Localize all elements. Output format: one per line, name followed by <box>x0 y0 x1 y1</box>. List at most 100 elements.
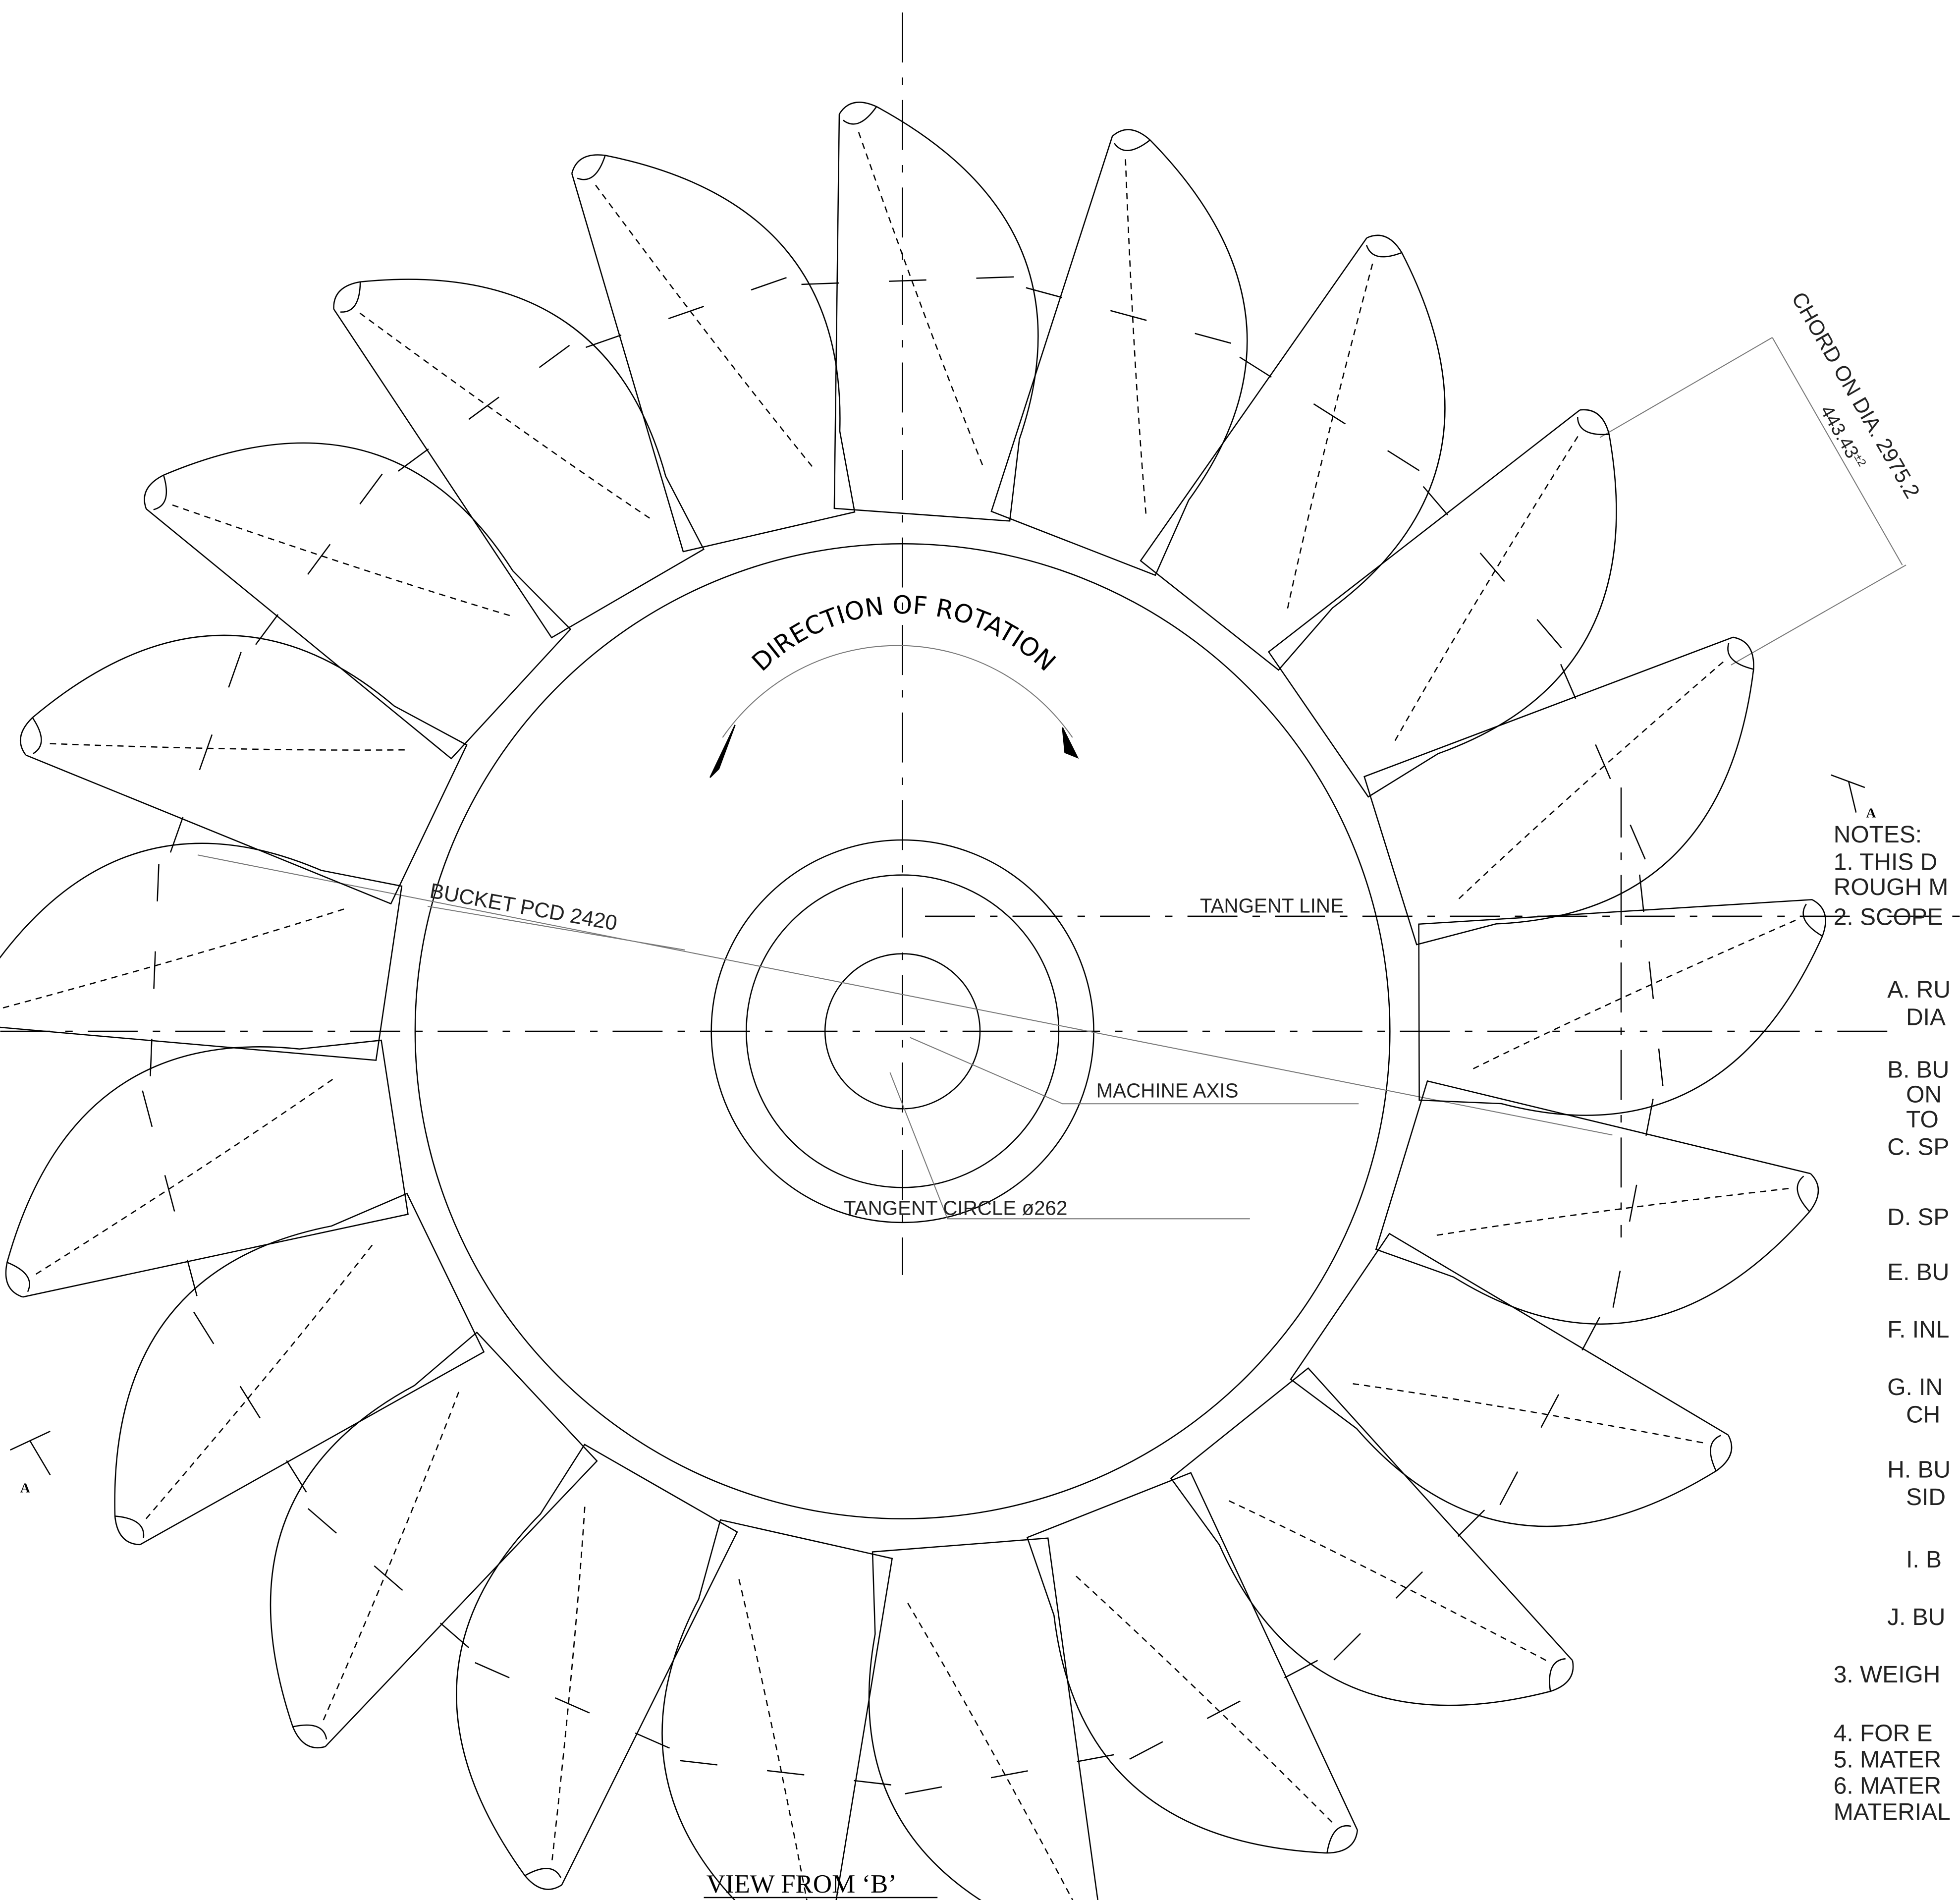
bucket-outline <box>1026 1472 1359 1854</box>
section-mark: A <box>1866 806 1876 821</box>
flange-inner <box>746 874 1060 1188</box>
bore <box>824 953 981 1110</box>
bucket-axis <box>1107 1660 1318 1772</box>
note-line: 6. MATER <box>1834 1773 1941 1799</box>
rotation-arrow <box>1062 727 1079 759</box>
bucket-cup <box>1577 417 1609 436</box>
note-line: ON <box>1906 1082 1942 1108</box>
bucket-ridge <box>1352 1383 1703 1444</box>
bucket-axis <box>801 275 1039 285</box>
bucket-outline <box>1418 899 1826 1116</box>
bucket-axis <box>452 1652 670 1749</box>
bucket-cup <box>1114 139 1151 151</box>
note-line: J. BU <box>1887 1604 1945 1630</box>
bucket-ridge <box>1228 1500 1546 1661</box>
tangent-circle-label: TANGENT CIRCLE ø262 <box>844 1197 1067 1220</box>
bucket-axis <box>586 269 811 348</box>
hub-circle <box>414 543 1391 1519</box>
bucket-ridge <box>1394 436 1579 742</box>
note-line: DIA <box>1906 1004 1946 1030</box>
note-line: MATERIAL <box>1834 1799 1951 1826</box>
chord-dim <box>1772 337 1903 565</box>
bucket-cup <box>1326 1825 1352 1853</box>
machine-axis-label: MACHINE AXIS <box>1096 1079 1239 1102</box>
tangent-line-label: TANGENT LINE <box>1200 894 1344 917</box>
bucket-outline <box>1140 234 1446 671</box>
bucket-ridge <box>1287 263 1373 610</box>
bucket-ridge <box>50 743 406 751</box>
bucket-ridge <box>1125 159 1147 515</box>
section-cut <box>29 1441 51 1476</box>
bucket-cup <box>114 1515 145 1538</box>
bucket-ridge <box>1436 1188 1789 1236</box>
pcd-leader <box>197 854 1613 1136</box>
bucket-ridge <box>2 908 345 1009</box>
bucket-outline <box>19 634 468 905</box>
bucket-ridge <box>172 504 511 616</box>
rotation-label-path: DIRECTION OF ROTATION <box>746 590 1061 677</box>
bucket-axis <box>1608 1099 1654 1333</box>
bucket-outline <box>868 1537 1099 1900</box>
flange-outer <box>710 839 1094 1224</box>
note-line: B. BU <box>1887 1057 1949 1083</box>
bucket-cup <box>1727 643 1754 670</box>
bucket-ridge <box>907 1602 1074 1900</box>
wheel-geometry <box>0 12 1960 1899</box>
bucket-ridge <box>1472 919 1796 1070</box>
note-line: C. SP <box>1887 1134 1949 1161</box>
bucket-outline <box>1290 1232 1733 1527</box>
bucket-outline <box>1170 1367 1574 1706</box>
axis-leader <box>910 1037 1359 1105</box>
note-line: G. IN <box>1887 1374 1943 1400</box>
note-line: 5. MATER <box>1834 1747 1941 1773</box>
bucket-ridge <box>145 1244 374 1519</box>
bucket-outline <box>0 842 403 1061</box>
bucket-axis <box>135 1066 198 1296</box>
section-cut <box>10 1430 51 1451</box>
bucket-axis <box>255 453 398 645</box>
bucket-ridge <box>858 132 983 466</box>
note-line: 4. FOR E <box>1834 1721 1933 1747</box>
buckets <box>0 102 1826 1900</box>
bucket-axis <box>1239 356 1441 485</box>
bucket-axis <box>1487 1317 1600 1527</box>
bucket-ridge <box>595 184 813 468</box>
bucket-axis <box>150 838 161 1076</box>
bucket-ridge <box>1458 661 1724 900</box>
note-line: NOTES: <box>1834 822 1922 848</box>
rotation-arc <box>722 645 1073 738</box>
view-title: VIEW FROM ‘B’ <box>707 1870 897 1899</box>
note-line: 3. WEIGH <box>1834 1662 1941 1688</box>
note-line: A. RU <box>1887 977 1951 1003</box>
bucket-ridge <box>1075 1575 1333 1823</box>
bucket-cup <box>6 1262 30 1292</box>
bucket-outline <box>1375 1080 1819 1325</box>
bucket-cup <box>524 1868 562 1878</box>
bucket-axis <box>1026 287 1255 350</box>
bucket-outline <box>1363 636 1754 946</box>
bucket-outline <box>990 129 1248 576</box>
note-line: H. BU <box>1887 1456 1951 1483</box>
bucket-ridge <box>738 1578 808 1900</box>
bucket-axis <box>1315 1509 1485 1678</box>
bucket-outline <box>5 1039 409 1298</box>
bucket-cup <box>577 155 606 180</box>
bucket-cup <box>153 475 167 510</box>
bucket-outline <box>833 102 1039 522</box>
rotation-arrow <box>709 725 736 778</box>
chord-ext <box>1599 337 1773 438</box>
bucket-cup <box>32 717 42 754</box>
bucket-ridge <box>35 1078 334 1275</box>
note-line: CH <box>1906 1401 1940 1428</box>
pcd-underline <box>427 905 685 950</box>
note-line: 2. SCOPE <box>1834 904 1943 931</box>
note-line: ROUGH M <box>1834 874 1949 900</box>
bucket-cup <box>1710 1435 1722 1471</box>
note-line: D. SP <box>1887 1204 1949 1230</box>
bucket-outline <box>270 1331 598 1749</box>
bucket-outline <box>1267 409 1617 798</box>
note-line: 1. THIS D <box>1834 849 1937 876</box>
note-line: E. BU <box>1887 1259 1949 1285</box>
